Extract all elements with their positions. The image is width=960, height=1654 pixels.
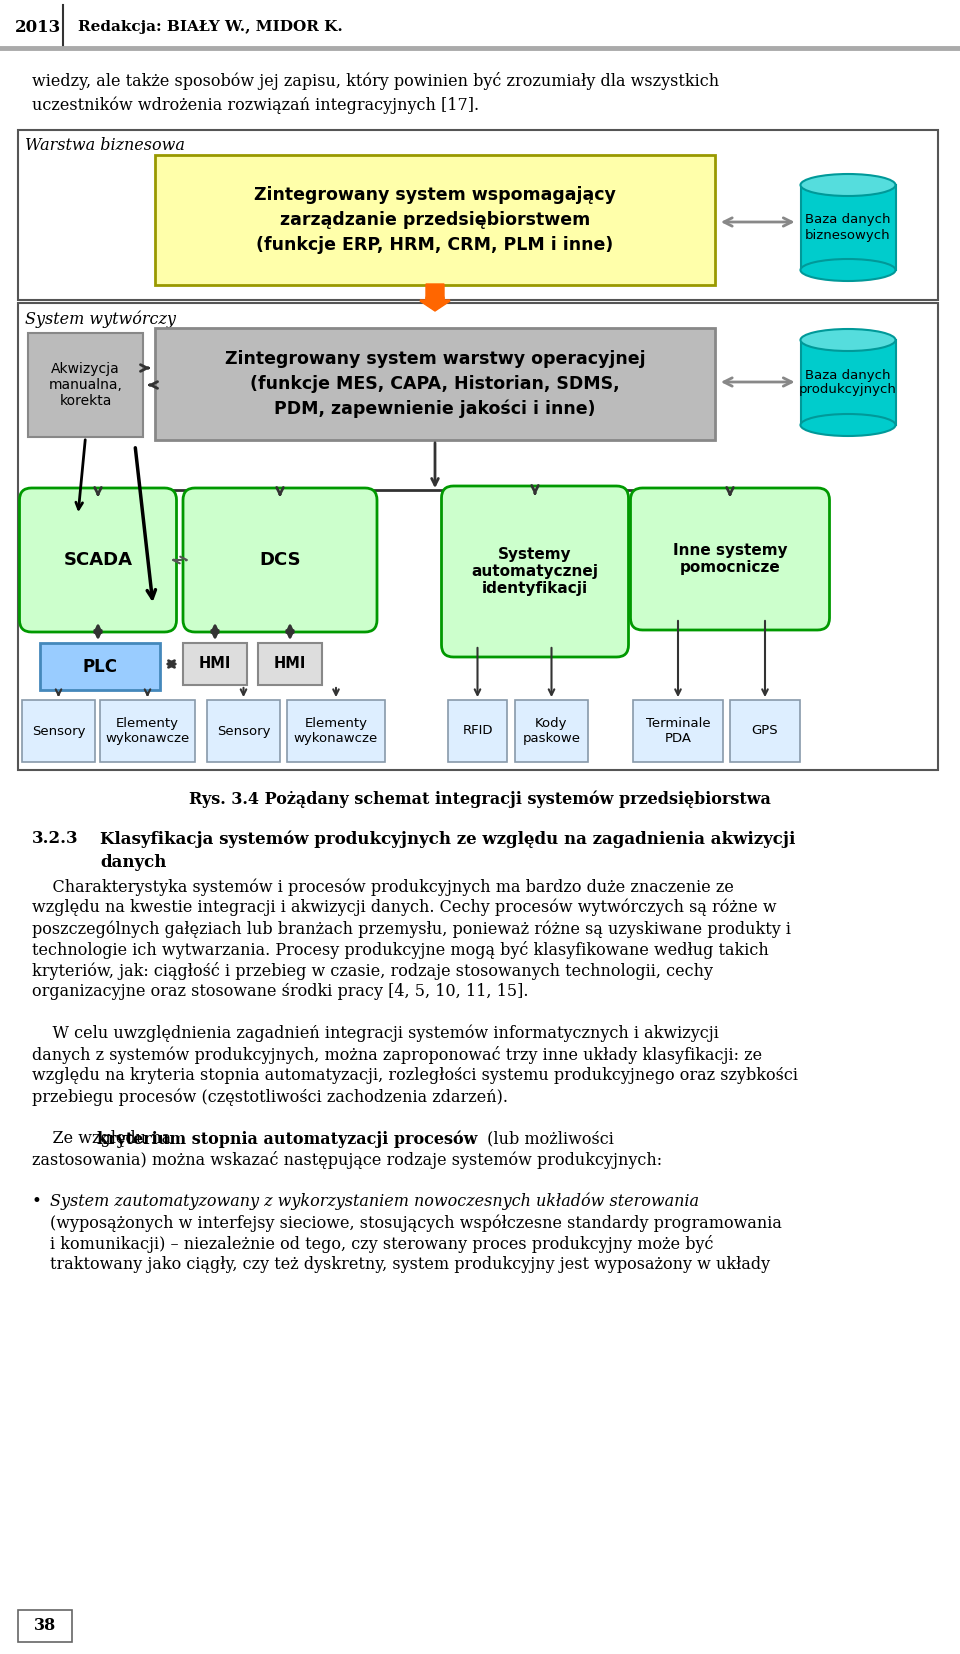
Text: Redakcja: BIAŁY W., MIDOR K.: Redakcja: BIAŁY W., MIDOR K. bbox=[78, 20, 343, 35]
Text: traktowany jako ciągły, czy też dyskretny, system produkcyjny jest wyposażony w : traktowany jako ciągły, czy też dyskretn… bbox=[50, 1255, 770, 1274]
FancyBboxPatch shape bbox=[633, 700, 723, 762]
FancyBboxPatch shape bbox=[28, 332, 143, 437]
Text: (lub możliwości: (lub możliwości bbox=[482, 1130, 613, 1146]
Text: poszczególnych gałęziach lub branżach przemysłu, ponieważ różne są uzyskiwane pr: poszczególnych gałęziach lub branżach pr… bbox=[32, 920, 791, 938]
Text: uczestników wdrożenia rozwiązań integracyjnych [17].: uczestników wdrożenia rozwiązań integrac… bbox=[32, 96, 479, 114]
Text: kryteriów, jak: ciągłość i przebieg w czasie, rodzaje stosowanych technologii, c: kryteriów, jak: ciągłość i przebieg w cz… bbox=[32, 963, 713, 981]
Ellipse shape bbox=[801, 174, 896, 197]
Text: wiedzy, ale także sposobów jej zapisu, który powinien być zrozumiały dla wszystk: wiedzy, ale także sposobów jej zapisu, k… bbox=[32, 73, 719, 89]
FancyBboxPatch shape bbox=[155, 327, 715, 440]
Text: zastosowania) można wskazać następujące rodzaje systemów produkcyjnych:: zastosowania) można wskazać następujące … bbox=[32, 1151, 662, 1169]
Text: Sensory: Sensory bbox=[217, 724, 271, 738]
FancyBboxPatch shape bbox=[183, 488, 377, 632]
Text: (wyposążonych w interfejsy sieciowe, stosujących współczesne standardy programow: (wyposążonych w interfejsy sieciowe, sto… bbox=[50, 1214, 781, 1232]
Text: Baza danych
biznesowych: Baza danych biznesowych bbox=[805, 213, 891, 241]
FancyArrow shape bbox=[420, 298, 450, 311]
FancyBboxPatch shape bbox=[155, 155, 715, 284]
Text: technologie ich wytwarzania. Procesy produkcyjne mogą być klasyfikowane według t: technologie ich wytwarzania. Procesy pro… bbox=[32, 941, 769, 959]
Text: HMI: HMI bbox=[274, 657, 306, 672]
Text: GPS: GPS bbox=[752, 724, 779, 738]
Text: i komunikacji) – niezależnie od tego, czy sterowany proces produkcyjny może być: i komunikacji) – niezależnie od tego, cz… bbox=[50, 1236, 713, 1254]
Ellipse shape bbox=[801, 329, 896, 351]
FancyBboxPatch shape bbox=[19, 488, 177, 632]
Ellipse shape bbox=[801, 260, 896, 281]
Text: Sensory: Sensory bbox=[32, 724, 85, 738]
Text: Terminale
PDA: Terminale PDA bbox=[646, 716, 710, 744]
Text: SCADA: SCADA bbox=[63, 551, 132, 569]
FancyBboxPatch shape bbox=[22, 700, 95, 762]
FancyArrow shape bbox=[420, 284, 450, 309]
Text: Elementy
wykonawcze: Elementy wykonawcze bbox=[294, 716, 378, 744]
FancyBboxPatch shape bbox=[40, 643, 160, 690]
Text: względu na kryteria stopnia automatyzacji, rozległości systemu produkcyjnego ora: względu na kryteria stopnia automatyzacj… bbox=[32, 1067, 798, 1083]
Text: System zautomatyzowany z wykorzystaniem nowoczesnych układów sterowania: System zautomatyzowany z wykorzystaniem … bbox=[50, 1193, 699, 1211]
FancyBboxPatch shape bbox=[18, 1609, 72, 1642]
Text: danych z systemów produkcyjnych, można zaproponować trzy inne układy klasyfikacj: danych z systemów produkcyjnych, można z… bbox=[32, 1045, 762, 1064]
Text: 3.2.3: 3.2.3 bbox=[32, 830, 79, 847]
Text: •: • bbox=[32, 1193, 42, 1211]
Text: przebiegu procesów (częstotliwości zachodzenia zdarzeń).: przebiegu procesów (częstotliwości zacho… bbox=[32, 1088, 508, 1105]
Text: organizacyjne oraz stosowane środki pracy [4, 5, 10, 11, 15].: organizacyjne oraz stosowane środki prac… bbox=[32, 982, 529, 1001]
Text: danych: danych bbox=[100, 853, 166, 872]
Text: Akwizycja
manualna,
korekta: Akwizycja manualna, korekta bbox=[49, 362, 123, 409]
FancyBboxPatch shape bbox=[801, 341, 896, 425]
Text: Inne systemy
pomocnicze: Inne systemy pomocnicze bbox=[673, 543, 787, 576]
Text: Kody
paskowe: Kody paskowe bbox=[522, 716, 581, 744]
FancyBboxPatch shape bbox=[442, 486, 629, 657]
Text: RFID: RFID bbox=[463, 724, 492, 738]
Text: Klasyfikacja systemów produkcyjnych ze względu na zagadnienia akwizycji: Klasyfikacja systemów produkcyjnych ze w… bbox=[100, 830, 796, 847]
FancyBboxPatch shape bbox=[801, 185, 896, 270]
Text: Baza danych
produkcyjnych: Baza danych produkcyjnych bbox=[799, 369, 897, 397]
Text: Zintegrowany system warstwy operacyjnej
(funkcje MES, CAPA, Historian, SDMS,
PDM: Zintegrowany system warstwy operacyjnej … bbox=[225, 349, 645, 418]
Text: Warstwa biznesowa: Warstwa biznesowa bbox=[25, 137, 185, 154]
Ellipse shape bbox=[801, 414, 896, 437]
FancyBboxPatch shape bbox=[287, 700, 385, 762]
Text: W celu uwzględnienia zagadnień integracji systemów informatycznych i akwizycji: W celu uwzględnienia zagadnień integracj… bbox=[32, 1025, 719, 1042]
Text: PLC: PLC bbox=[83, 658, 117, 675]
Text: 2013: 2013 bbox=[15, 18, 61, 35]
Text: Rys. 3.4 Pożądany schemat integracji systemów przedsiębiorstwa: Rys. 3.4 Pożądany schemat integracji sys… bbox=[189, 791, 771, 807]
Text: 38: 38 bbox=[34, 1618, 56, 1634]
FancyBboxPatch shape bbox=[258, 643, 322, 685]
Text: DCS: DCS bbox=[259, 551, 300, 569]
FancyBboxPatch shape bbox=[631, 488, 829, 630]
Text: Elementy
wykonawcze: Elementy wykonawcze bbox=[106, 716, 190, 744]
Text: Charakterystyka systemów i procesów produkcyjnych ma bardzo duże znaczenie ze: Charakterystyka systemów i procesów prod… bbox=[32, 878, 733, 895]
Text: Ze względu na: Ze względu na bbox=[32, 1130, 177, 1146]
Text: System wytwórczy: System wytwórczy bbox=[25, 311, 176, 327]
Text: kryterium stopnia automatyzacji procesów: kryterium stopnia automatyzacji procesów bbox=[97, 1130, 477, 1148]
Text: Systemy
automatycznej
identyfikacji: Systemy automatycznej identyfikacji bbox=[471, 546, 598, 597]
FancyBboxPatch shape bbox=[183, 643, 247, 685]
FancyBboxPatch shape bbox=[100, 700, 195, 762]
FancyBboxPatch shape bbox=[730, 700, 800, 762]
Text: Zintegrowany system wspomagający
zarządzanie przedsiębiorstwem
(funkcje ERP, HRM: Zintegrowany system wspomagający zarządz… bbox=[254, 185, 616, 255]
FancyBboxPatch shape bbox=[18, 131, 938, 299]
FancyBboxPatch shape bbox=[18, 303, 938, 771]
FancyBboxPatch shape bbox=[207, 700, 280, 762]
FancyBboxPatch shape bbox=[515, 700, 588, 762]
Text: względu na kwestie integracji i akwizycji danych. Cechy procesów wytwórczych są : względu na kwestie integracji i akwizycj… bbox=[32, 900, 777, 916]
Text: HMI: HMI bbox=[199, 657, 231, 672]
FancyBboxPatch shape bbox=[448, 700, 507, 762]
